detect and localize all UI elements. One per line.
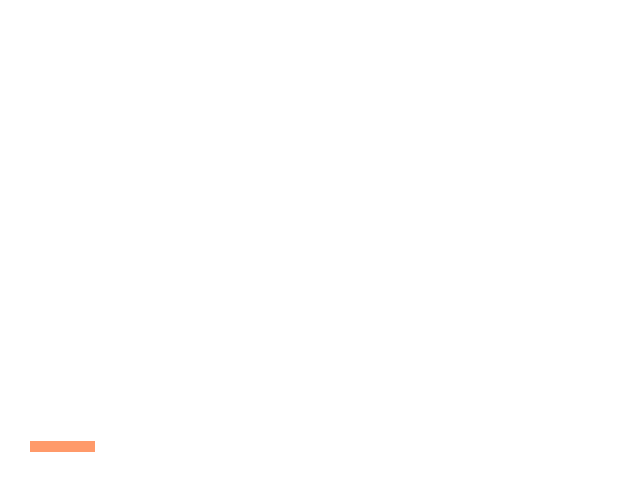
akiba-pc-hotline-watermark-logo [30, 440, 95, 452]
akiba-logo-bar [30, 441, 95, 452]
